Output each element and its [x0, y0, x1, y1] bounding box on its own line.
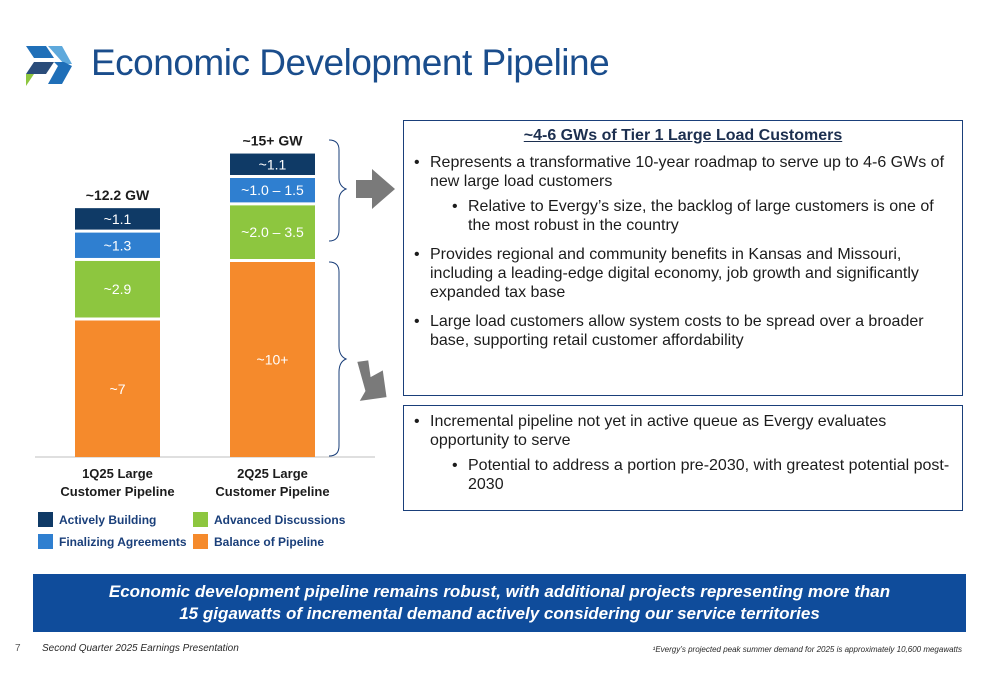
bullet-item: • Large load customers allow system costs…: [414, 313, 924, 349]
legend-label: Actively Building: [59, 512, 157, 527]
legend-item-actively-building: Actively Building: [38, 512, 156, 527]
bullet-item: • Provides regional and community benefit…: [414, 246, 919, 301]
x-category-label: 1Q25 Large: [82, 466, 153, 481]
stacked-bar-chart: ~7 ~2.9 ~1.3 ~1.1 ~12.2 GW 1Q25 Large Customer…: [35, 133, 395, 499]
footer-presentation-name: Second Quarter 2025 Earnings Presentatio…: [42, 643, 239, 654]
bar-segment: [230, 262, 315, 457]
page-number: 7: [15, 643, 21, 654]
legend-swatch: [38, 534, 53, 549]
bar-value-label: ~7: [110, 381, 126, 397]
bar-total-label: ~12.2 GW: [86, 187, 150, 203]
bar-segment: [75, 232, 160, 258]
bar-value-label: ~2.9: [104, 281, 132, 297]
bullet-text: Relative to Evergy’s size, the backlog o…: [468, 198, 934, 234]
bar-segment: [230, 153, 315, 175]
sub-bullet-item: • Potential to address a portion pre-2030…: [452, 457, 950, 493]
box-heading: ~4-6 GWs of Tier 1 Large Load Customers: [523, 127, 843, 144]
x-category-label: 2Q25 Large: [237, 466, 308, 481]
bullet-text: Incremental pipeline not yet in active q…: [430, 413, 887, 449]
tier1-customers-box: ~4-6 GWs of Tier 1 Large Load Customers …: [403, 120, 963, 396]
banner-line: 15 gigawatts of incremental demand activ…: [179, 604, 820, 623]
lower-bracket: [328, 261, 348, 457]
bar-total-label: ~15+ GW: [243, 133, 304, 149]
bullet-text: Large load customers allow system costs …: [430, 313, 924, 349]
legend-label: Advanced Discussions: [214, 512, 346, 527]
bar-value-label: ~10+: [257, 352, 289, 368]
summary-banner: Economic development pipeline remains ro…: [33, 574, 966, 632]
banner-line: Economic development pipeline remains ro…: [108, 582, 891, 601]
legend-label: Finalizing Agreements: [59, 534, 187, 549]
bullet-text: Represents a transformative 10-year road…: [430, 154, 945, 190]
legend-item-finalizing-agreements: Finalizing Agreements: [38, 534, 187, 549]
page-title: Economic Development Pipeline: [91, 42, 610, 83]
bullet-text: Potential to address a portion pre-2030,…: [468, 457, 950, 493]
legend-item-advanced-discussions: Advanced Discussions: [193, 512, 345, 527]
down-right-arrow-icon: [357, 360, 387, 401]
bar-value-label: ~1.1: [259, 156, 287, 172]
bullet-item: • Incremental pipeline not yet in active …: [414, 413, 887, 449]
sub-bullet-item: • Relative to Evergy’s size, the backlog …: [452, 198, 934, 234]
incremental-pipeline-box: • Incremental pipeline not yet in active …: [403, 405, 963, 511]
bar-segment: [230, 178, 315, 203]
bar-segment: [230, 205, 315, 259]
x-category-label: Customer Pipeline: [215, 484, 329, 499]
bar-value-label: ~1.3: [104, 237, 132, 253]
legend-item-balance-of-pipeline: Balance of Pipeline: [193, 534, 324, 549]
footer-footnote: ¹Evergy’s projected peak summer demand f…: [652, 645, 962, 654]
right-arrow-icon: [356, 169, 395, 209]
legend-swatch: [193, 534, 208, 549]
bar-segment: [75, 320, 160, 457]
bar-value-label: ~2.0 – 3.5: [241, 224, 304, 240]
bullet-text: Provides regional and community benefits…: [430, 246, 919, 301]
bar-segment: [75, 260, 160, 318]
legend-swatch: [193, 512, 208, 527]
legend-label: Balance of Pipeline: [214, 534, 325, 549]
chart-legend: Actively Building Advanced Discussions F…: [38, 510, 378, 556]
bar-value-label: ~1.0 – 1.5: [241, 182, 304, 198]
upper-bracket: [328, 139, 348, 242]
x-category-label: Customer Pipeline: [60, 484, 174, 499]
bar-value-label: ~1.1: [104, 211, 132, 227]
bullet-item: • Represents a transformative 10-year roa…: [414, 154, 945, 190]
evergy-logo-icon: [26, 46, 72, 86]
bar-segment: [75, 208, 160, 230]
legend-swatch: [38, 512, 53, 527]
